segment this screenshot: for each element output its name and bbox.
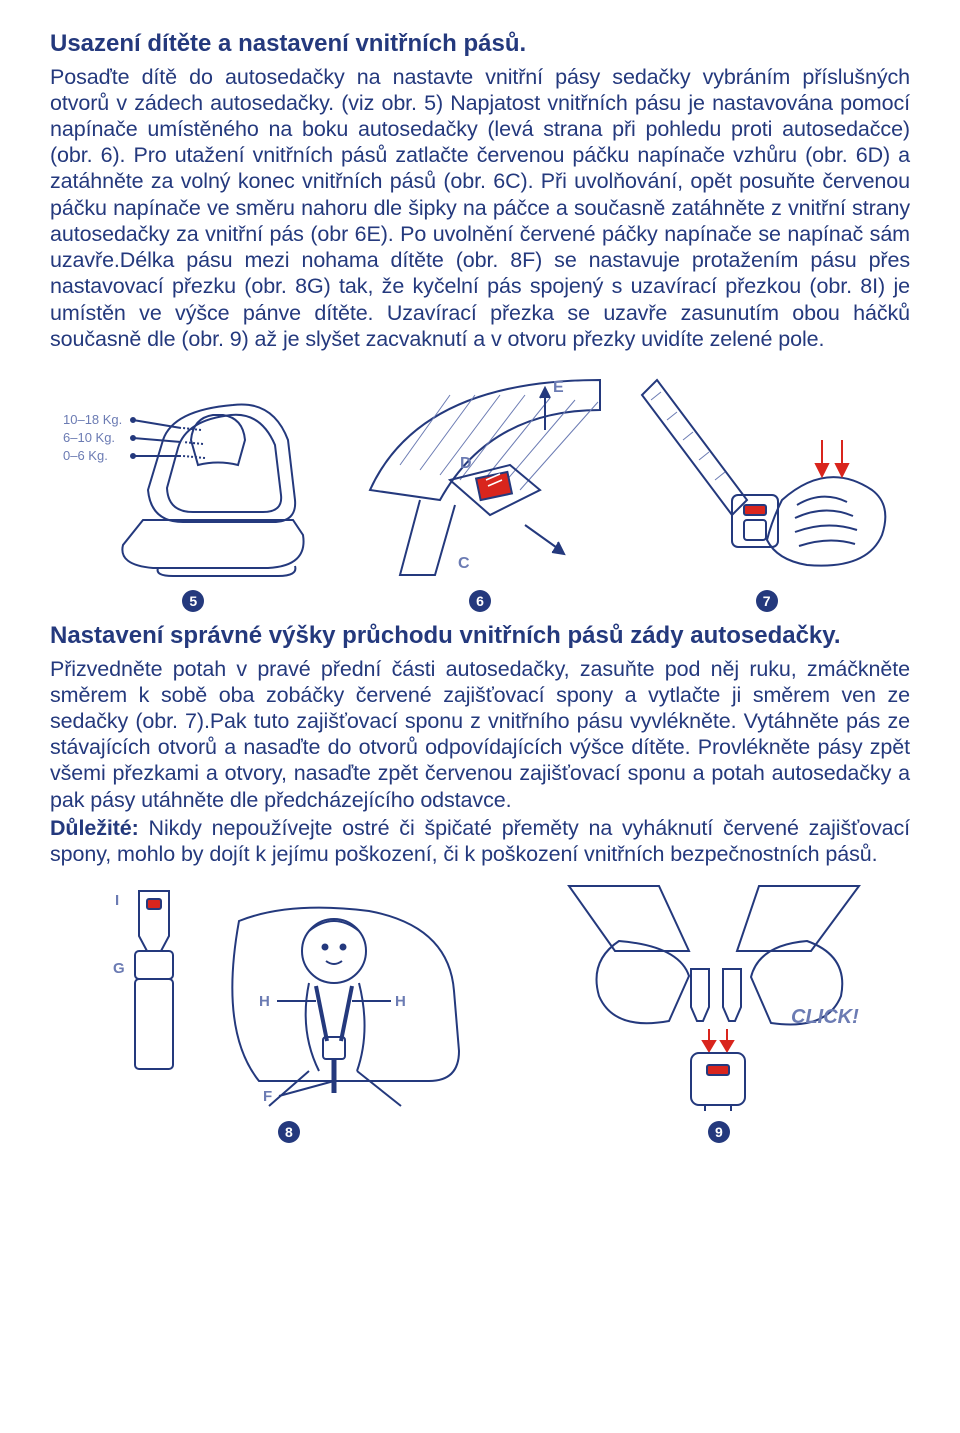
svg-text:I: I <box>115 892 119 909</box>
section-2-important: Důležité: Nikdy nepoužívejte ostré či šp… <box>50 815 910 867</box>
svg-text:6–10 Kg.: 6–10 Kg. <box>63 430 115 445</box>
important-text: Nikdy nepoužívejte ostré či špičaté přem… <box>50 816 910 866</box>
svg-text:H: H <box>259 993 270 1010</box>
svg-text:CLICK!: CLICK! <box>791 1006 859 1028</box>
figure-row-2: I G H H F 8 <box>50 881 910 1143</box>
svg-text:0–6 Kg.: 0–6 Kg. <box>63 448 108 463</box>
car-seat-icon: 10–18 Kg. 6–10 Kg. 0–6 Kg. <box>63 370 323 580</box>
buckle-click-icon: CLICK! <box>559 881 879 1111</box>
section-2-heading: Nastavení správné výšky průchodu vnitřní… <box>50 622 910 650</box>
svg-text:G: G <box>113 960 125 977</box>
section-1-heading: Usazení dítěte a nastavení vnitřních pás… <box>50 30 910 58</box>
svg-text:F: F <box>263 1088 272 1105</box>
figure-row-1: 10–18 Kg. 6–10 Kg. 0–6 Kg. 5 <box>50 370 910 612</box>
figure-7-number: 7 <box>756 590 778 612</box>
section-1-paragraph: Posaďte dítě do autosedačky na nastavte … <box>50 64 910 352</box>
document-page: Usazení dítěte a nastavení vnitřních pás… <box>0 0 960 1433</box>
figure-5: 10–18 Kg. 6–10 Kg. 0–6 Kg. 5 <box>50 370 337 612</box>
figure-5-number: 5 <box>182 590 204 612</box>
figure-6: E D C 6 <box>337 370 624 612</box>
svg-text:H: H <box>395 993 406 1010</box>
figure-9: CLICK! 9 <box>528 881 910 1143</box>
release-clip-icon <box>637 370 897 580</box>
figure-7: 7 <box>623 370 910 612</box>
svg-text:D: D <box>460 455 472 472</box>
tensioner-icon: E D C <box>340 370 620 580</box>
figure-9-number: 9 <box>708 1121 730 1143</box>
figure-8-number: 8 <box>278 1121 300 1143</box>
figure-6-number: 6 <box>469 590 491 612</box>
figure-8: I G H H F 8 <box>50 881 528 1143</box>
svg-text:10–18 Kg.: 10–18 Kg. <box>63 412 122 427</box>
section-2-paragraph: Přizvedněte potah v pravé přední části a… <box>50 656 910 813</box>
important-label: Důležité: <box>50 816 139 840</box>
child-in-seat-icon: I G H H F <box>109 881 469 1111</box>
svg-text:C: C <box>458 555 470 572</box>
svg-text:E: E <box>553 379 564 396</box>
